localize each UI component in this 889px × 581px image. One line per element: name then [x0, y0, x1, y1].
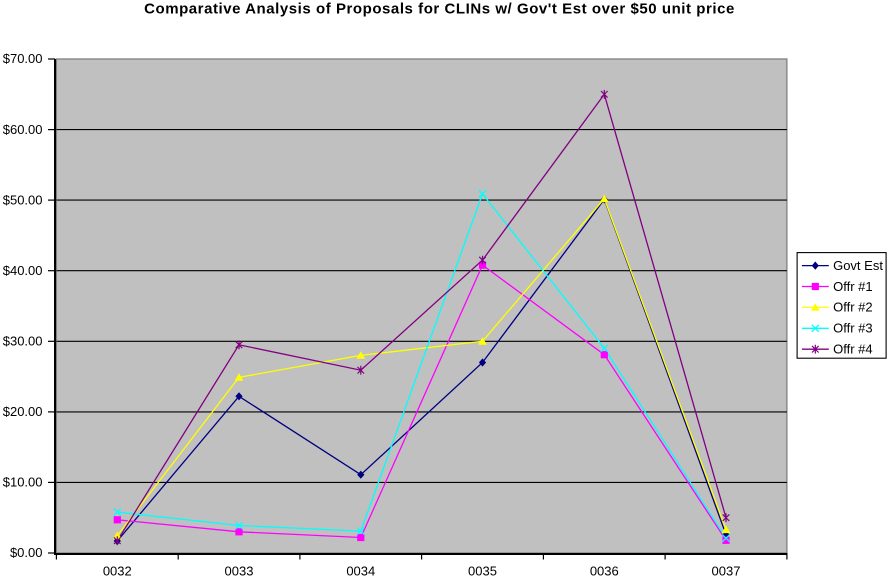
svg-text:0033: 0033 [225, 564, 254, 579]
svg-text:$0.00: $0.00 [10, 545, 43, 560]
svg-text:$60.00: $60.00 [3, 122, 43, 137]
svg-text:Offr #1: Offr #1 [833, 279, 873, 294]
svg-text:0032: 0032 [103, 564, 132, 579]
svg-text:Govt Est: Govt Est [833, 258, 883, 273]
svg-text:0036: 0036 [590, 564, 619, 579]
svg-text:$10.00: $10.00 [3, 475, 43, 490]
svg-text:0035: 0035 [468, 564, 497, 579]
svg-text:$40.00: $40.00 [3, 263, 43, 278]
svg-text:Offr #2: Offr #2 [833, 300, 873, 315]
svg-text:Comparative Analysis of Propos: Comparative Analysis of Proposals for CL… [144, 1, 735, 18]
svg-text:$30.00: $30.00 [3, 334, 43, 349]
svg-text:Offr #4: Offr #4 [833, 342, 873, 357]
svg-text:$70.00: $70.00 [3, 51, 43, 66]
svg-text:$20.00: $20.00 [3, 404, 43, 419]
svg-text:0034: 0034 [346, 564, 375, 579]
svg-text:Offr #3: Offr #3 [833, 321, 873, 336]
svg-text:$50.00: $50.00 [3, 192, 43, 207]
svg-text:0037: 0037 [712, 564, 741, 579]
